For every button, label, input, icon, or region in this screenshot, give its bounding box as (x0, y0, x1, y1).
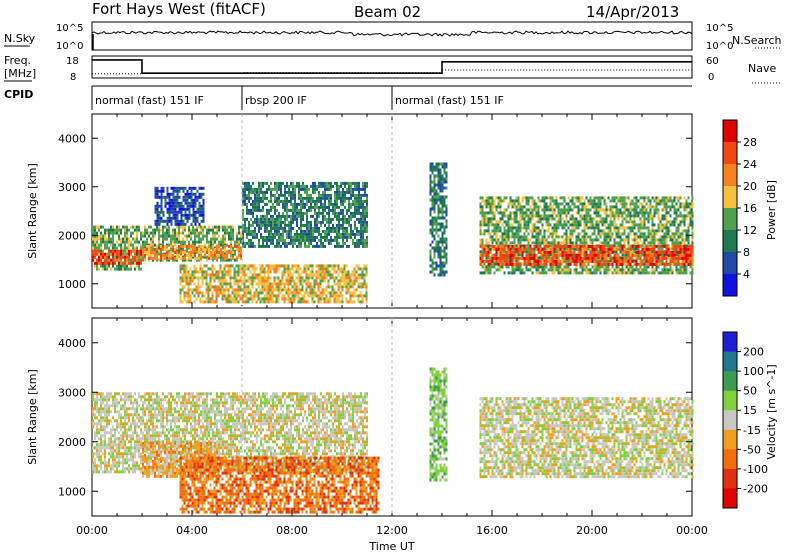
date-title: 14/Apr/2013 (586, 3, 679, 21)
colorbar-tick-label: 24 (743, 158, 757, 171)
nave-label: Nave (748, 62, 776, 75)
noise-right-tick-top: 10^5 (706, 23, 733, 34)
cpid-segments: normal (fast) 151 IF rbsp 200 IF normal (f… (91, 86, 504, 110)
colorbar-tick-label: 100 (743, 365, 764, 378)
time-xlabel: Time UT (368, 540, 414, 553)
noise-panel (91, 21, 693, 51)
data-band (179, 264, 368, 304)
colorbar-tick-label: 12 (743, 224, 757, 237)
colorbar-tick-label: -100 (743, 463, 768, 476)
station-title: Fort Hays West (fitACF) (92, 0, 266, 18)
colorbar-swatch (723, 410, 737, 431)
colorbar-swatch (723, 230, 737, 253)
x-tick-label: 16:00 (476, 524, 508, 537)
x-tick-label: 12:00 (376, 524, 408, 537)
data-band (142, 244, 242, 260)
noise-right-label: N.Search (732, 34, 782, 47)
y-tick-label: 4000 (58, 337, 86, 350)
noise-left-label: N.Sky (4, 32, 36, 45)
colorbar-tick-label: 28 (743, 136, 757, 149)
colorbar-swatch (723, 449, 737, 470)
x-tick-label: 04:00 (176, 524, 208, 537)
freq-left-tick-top: 18 (66, 56, 79, 67)
colorbar-swatch (723, 371, 737, 392)
freq-right-tick-bottom: 0 (708, 72, 714, 83)
freq-right-tick-top: 60 (706, 56, 719, 67)
power-data (92, 162, 694, 304)
colorbar-swatch (723, 252, 737, 275)
data-band (179, 456, 380, 514)
data-band (479, 244, 694, 266)
x-tick-label: 20:00 (576, 524, 608, 537)
colorbar-tick-label: -50 (743, 443, 761, 456)
data-band (429, 367, 448, 482)
colorbar-swatch (723, 120, 737, 143)
x-tick-label: 00:00 (76, 524, 108, 537)
colorbar-swatch (723, 429, 737, 450)
freq-left-tick-bottom: 8 (70, 72, 76, 83)
colorbar-swatch (723, 142, 737, 165)
x-tick-label: 00:00 (676, 524, 708, 537)
data-band (429, 162, 448, 277)
freq-line (92, 59, 692, 74)
colorbar-swatch (723, 488, 737, 509)
power-colorbar: 28 24 20 16 12 8 4 (722, 119, 757, 297)
colorbar-tick-label: 20 (743, 180, 757, 193)
colorbar-tick-label: -15 (743, 424, 761, 437)
y-tick-label: 3000 (58, 181, 86, 194)
colorbar-swatch (723, 164, 737, 187)
freq-panel (91, 55, 693, 79)
data-band (479, 196, 694, 275)
noise-left-tick-bottom: 10^0 (56, 41, 83, 52)
data-band (154, 186, 205, 226)
y-tick-label: 2000 (58, 436, 86, 449)
velocity-data (92, 367, 694, 514)
colorbar-swatch (723, 186, 737, 209)
power-colorbar-title: Power [dB] (765, 180, 778, 240)
cpid-segment-label: normal (fast) 151 IF (95, 94, 204, 107)
y-tick-label: 2000 (58, 229, 86, 242)
y-tick-label: 1000 (58, 278, 86, 291)
cpid-segment-label: normal (fast) 151 IF (395, 94, 504, 107)
noise-left-tick-top: 10^5 (56, 23, 83, 34)
noise-line (91, 30, 693, 37)
colorbar-tick-label: -200 (743, 482, 768, 495)
noise-right-tick-bottom: 10^0 (706, 41, 733, 52)
data-band (242, 181, 368, 248)
colorbar-tick-label: 200 (743, 346, 764, 359)
colorbar-swatch (723, 468, 737, 489)
y-tick-label: 3000 (58, 386, 86, 399)
colorbar-frame (722, 331, 738, 509)
colorbar-tick-label: 8 (743, 246, 750, 259)
cpid-segment-label: rbsp 200 IF (245, 94, 307, 107)
x-tick-label: 08:00 (276, 524, 308, 537)
power-axes: 1000 2000 3000 4000 (58, 114, 693, 308)
freq-unit-label: [MHz] (4, 67, 36, 80)
velocity-axes: 1000 2000 3000 4000 00:00 04:00 08:00 12:00 16:0… (58, 318, 708, 537)
velocity-ylabel: Slant Range [km] (26, 369, 39, 465)
colorbar-tick-label: 16 (743, 202, 757, 215)
colorbar-tick-label: 4 (743, 268, 750, 281)
y-tick-label: 4000 (58, 132, 86, 145)
colorbar-tick-label: 15 (743, 404, 757, 417)
cpid-label: CPID (4, 88, 33, 101)
velocity-colorbar: 200 100 50 15 -15 -50 -100 -200 (722, 331, 768, 509)
freq-label: Freq. (4, 54, 31, 67)
power-ylabel: Slant Range [km] (26, 163, 39, 259)
colorbar-swatch (723, 332, 737, 353)
y-tick-label: 1000 (58, 485, 86, 498)
noise-trace (91, 30, 693, 50)
beam-title: Beam 02 (354, 3, 421, 21)
colorbar-swatch (723, 351, 737, 372)
nave-line (92, 69, 692, 75)
velocity-colorbar-title: Velocity [m s^-1] (765, 364, 778, 459)
colorbar-swatch (723, 208, 737, 231)
colorbar-tick-label: 50 (743, 385, 757, 398)
colorbar-swatch (723, 390, 737, 411)
data-band (92, 249, 142, 265)
data-band (92, 392, 368, 474)
data-band (479, 397, 694, 479)
colorbar-swatch (723, 274, 737, 297)
